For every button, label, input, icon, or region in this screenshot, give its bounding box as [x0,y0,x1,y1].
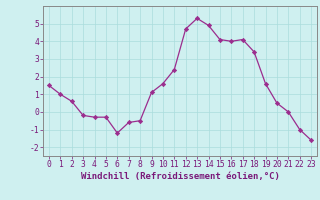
X-axis label: Windchill (Refroidissement éolien,°C): Windchill (Refroidissement éolien,°C) [81,172,279,181]
